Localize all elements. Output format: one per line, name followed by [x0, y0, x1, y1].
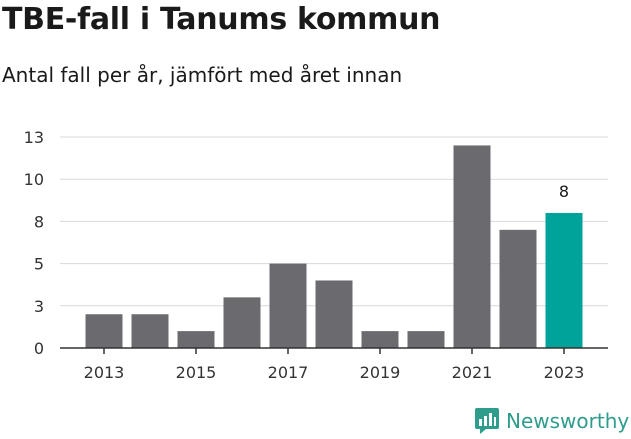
- bar-2016: [223, 297, 261, 348]
- y-tick-label: 5: [34, 255, 44, 274]
- brand-name: Newsworthy: [506, 409, 630, 433]
- y-tick-label: 10: [24, 170, 44, 189]
- bar-2018: [315, 280, 353, 348]
- y-tick-label: 13: [24, 128, 44, 147]
- newsworthy-logo: Newsworthy: [474, 407, 629, 435]
- chart-subtitle: Antal fall per år, jämfört med året inna…: [2, 63, 403, 87]
- y-tick-label: 8: [34, 212, 44, 231]
- x-tick-label: 2021: [452, 363, 493, 382]
- bar-2015: [177, 331, 215, 348]
- bar-chart-logo-icon: [475, 408, 499, 434]
- y-tick-label: 0: [34, 339, 44, 358]
- y-tick-label: 3: [34, 297, 44, 316]
- data-label: 8: [559, 182, 569, 201]
- bar-2022: [499, 229, 537, 348]
- chart-title: TBE-fall i Tanums kommun: [2, 2, 441, 37]
- bar-chart: 0 3 5 8 10 13 2013 2015 2017 2019 2021 2023 8: [24, 128, 608, 382]
- bar-2013: [85, 314, 123, 348]
- x-tick-label: 2023: [544, 363, 585, 382]
- bar-2023: [545, 212, 583, 348]
- x-tick-label: 2017: [268, 363, 309, 382]
- bar-2021: [453, 145, 491, 348]
- bar-2014: [131, 314, 169, 348]
- bar-2019: [361, 331, 399, 348]
- x-tick-label: 2015: [176, 363, 217, 382]
- x-tick-label: 2013: [84, 363, 125, 382]
- x-tick-label: 2019: [360, 363, 401, 382]
- bar-2017: [269, 263, 307, 348]
- bar-2020: [407, 331, 445, 348]
